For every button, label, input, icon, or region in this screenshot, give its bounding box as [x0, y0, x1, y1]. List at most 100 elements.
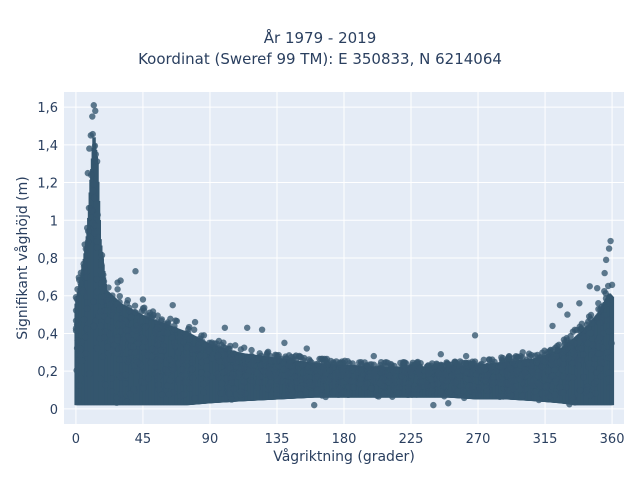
scatter-point	[152, 326, 160, 334]
scatter-point	[158, 391, 166, 398]
scatter-point	[198, 369, 205, 377]
scatter-point	[90, 322, 98, 330]
scatter-point	[117, 374, 125, 381]
scatter-point	[528, 362, 535, 369]
scatter-point	[75, 276, 83, 284]
scatter-point	[93, 344, 101, 352]
chart-title-line-2: Koordinat (Sweref 99 TM): E 350833, N 62…	[138, 50, 502, 68]
scatter-point	[566, 401, 573, 408]
y-tick-label: 1,2	[37, 177, 58, 192]
scatter-point	[73, 344, 81, 352]
scatter-point	[142, 323, 149, 331]
y-tick-label: 1,4	[37, 139, 58, 154]
scatter-point	[273, 386, 280, 393]
scatter-point	[157, 346, 164, 354]
scatter-point	[98, 261, 105, 268]
scatter-point	[576, 300, 583, 307]
scatter-point	[605, 328, 613, 335]
scatter-point	[357, 375, 365, 383]
scatter-point	[77, 375, 84, 382]
scatter-point	[558, 365, 566, 373]
scatter-point	[108, 375, 115, 382]
scatter-point	[172, 317, 179, 324]
scatter-point	[189, 356, 196, 363]
scatter-point	[80, 263, 88, 270]
scatter-point	[246, 366, 254, 373]
scatter-point	[519, 392, 526, 400]
scatter-point	[113, 399, 120, 406]
scatter-point	[521, 386, 529, 393]
scatter-point	[498, 354, 505, 361]
scatter-point	[165, 391, 173, 398]
scatter-point	[425, 390, 432, 397]
scatter-point	[164, 382, 171, 389]
scatter-point	[185, 335, 193, 343]
scatter-point	[164, 329, 171, 337]
scatter-point	[589, 348, 596, 356]
scatter-point	[413, 359, 421, 366]
scatter-point	[389, 393, 396, 400]
scatter-point	[273, 374, 281, 382]
scatter-point	[181, 379, 189, 386]
scatter-point	[587, 311, 595, 319]
scatter-point	[186, 384, 194, 392]
scatter-point	[152, 370, 160, 377]
scatter-point	[418, 378, 425, 386]
scatter-point	[151, 359, 159, 366]
scatter-point	[265, 370, 273, 377]
scatter-point	[480, 363, 488, 370]
scatter-point	[80, 316, 88, 323]
scatter-point	[156, 357, 164, 364]
scatter-point	[86, 370, 93, 378]
scatter-point	[170, 365, 177, 372]
scatter-point	[131, 362, 138, 369]
scatter-point	[83, 273, 90, 281]
scatter-point	[538, 363, 545, 370]
scatter-point	[446, 361, 454, 369]
scatter-point	[326, 367, 334, 374]
scatter-point	[171, 322, 178, 330]
scatter-point	[73, 295, 80, 303]
scatter-point	[319, 392, 326, 399]
scatter-point	[92, 317, 99, 324]
scatter-point	[453, 387, 461, 395]
scatter-point	[126, 307, 134, 315]
scatter-point	[92, 107, 99, 115]
scatter-point	[608, 281, 616, 289]
scatter-point	[108, 336, 116, 343]
scatter-point	[281, 392, 288, 400]
scatter-point	[528, 379, 535, 386]
scatter-point	[507, 392, 515, 399]
scatter-point	[141, 379, 148, 386]
scatter-point	[100, 312, 108, 320]
scatter-point	[93, 158, 101, 165]
scatter-point	[516, 355, 523, 362]
scatter-point	[440, 383, 448, 390]
scatter-point	[96, 335, 104, 342]
scatter-point	[578, 345, 585, 352]
x-tick-label: 45	[135, 432, 152, 447]
scatter-point	[219, 389, 226, 397]
scatter-point	[391, 377, 398, 384]
scatter-point	[139, 344, 146, 351]
scatter-point	[104, 343, 111, 351]
scatter-point	[280, 365, 288, 373]
scatter-point	[314, 360, 321, 368]
scatter-point	[154, 341, 161, 349]
scatter-point	[583, 387, 590, 394]
scatter-point	[551, 391, 558, 399]
scatter-point	[182, 330, 189, 338]
scatter-point	[519, 349, 526, 356]
scatter-point	[516, 375, 524, 383]
scatter-point	[297, 391, 304, 399]
scatter-point	[601, 269, 608, 277]
scatter-point	[467, 387, 474, 395]
scatter-point	[396, 378, 403, 386]
scatter-point	[565, 355, 573, 362]
scatter-point	[222, 356, 230, 364]
scatter-point	[328, 381, 336, 389]
scatter-point	[230, 385, 238, 392]
scatter-point	[82, 350, 90, 357]
scatter-point	[303, 345, 310, 352]
